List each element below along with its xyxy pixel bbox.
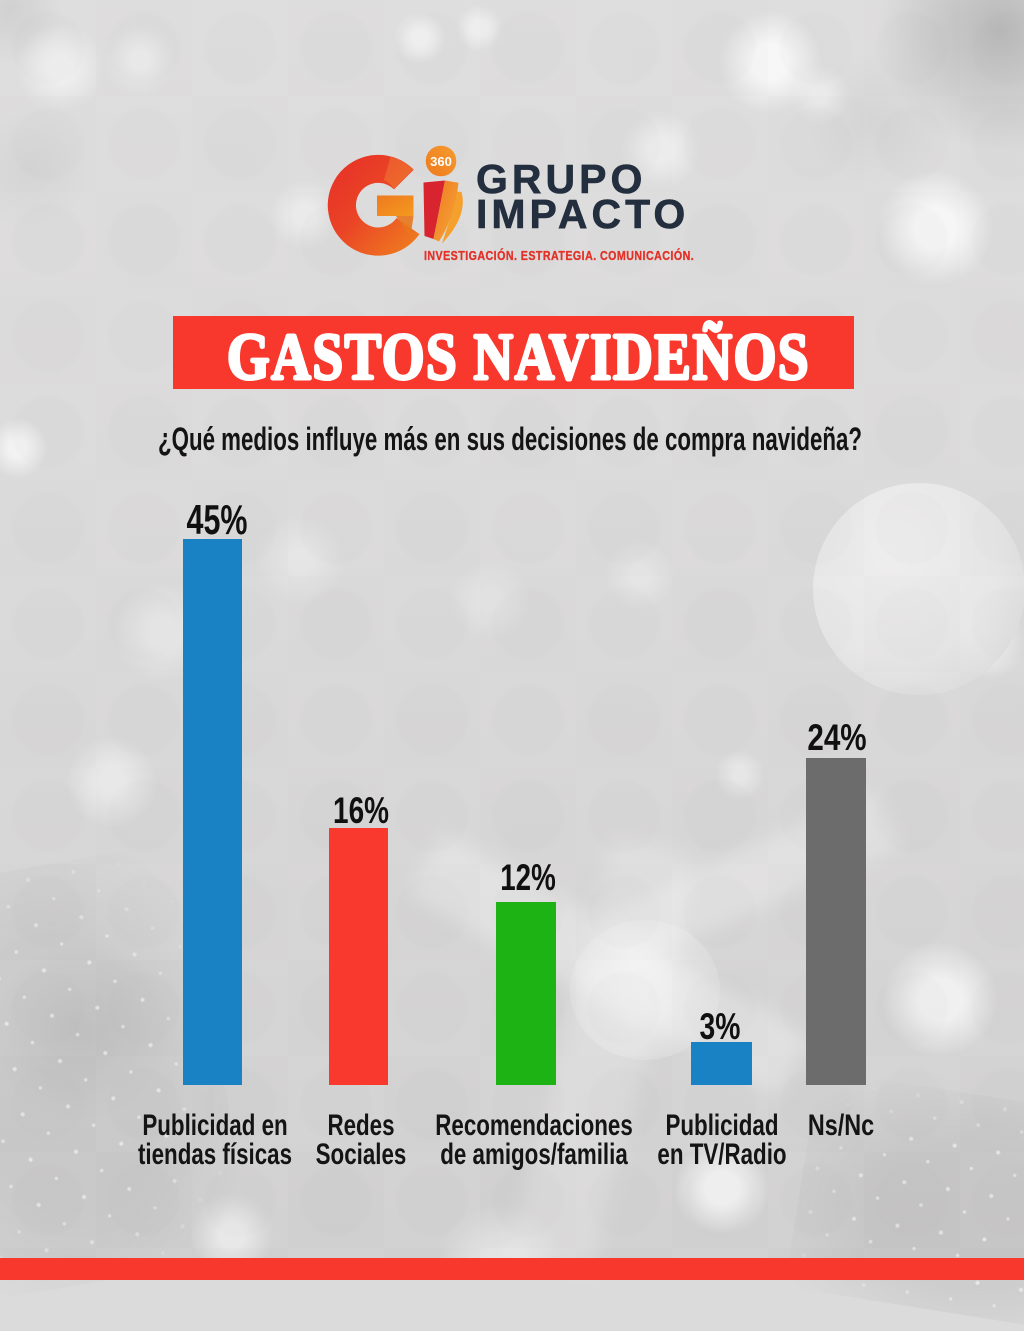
svg-text:360: 360 [430, 154, 452, 169]
